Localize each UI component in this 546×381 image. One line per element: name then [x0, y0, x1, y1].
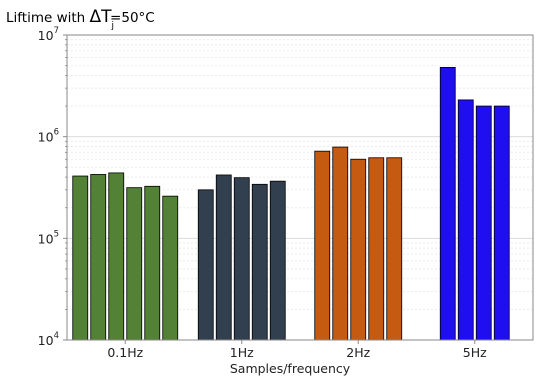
y-tick-base: 10: [38, 130, 54, 145]
plot-frame: [66, 34, 534, 341]
x-tick-label: 0.1Hz: [107, 345, 143, 360]
chart-title-prefix: Liftime with: [6, 10, 90, 26]
y-tick-label: 106: [38, 128, 59, 145]
y-tick-exponent: 4: [54, 331, 59, 341]
y-tick-exponent: 7: [54, 26, 59, 36]
bar-5hz-4: [493, 105, 510, 341]
bar-1hz-2: [215, 174, 232, 341]
bar-2hz-3: [350, 158, 367, 341]
bar-2hz-5: [386, 157, 403, 341]
bar-0-1hz-3: [108, 172, 125, 341]
chart-title-suffix: =50°C: [110, 10, 155, 26]
bar-0-1hz-6: [162, 195, 179, 341]
y-tick-label: 104: [38, 331, 59, 348]
y-tick-exponent: 5: [54, 229, 59, 239]
bar-5hz-2: [457, 99, 474, 341]
bar-0-1hz-2: [90, 174, 107, 341]
chart-title-subscript: j: [111, 21, 115, 31]
bar-1hz-4: [251, 183, 268, 341]
x-tick-label: 2Hz: [346, 345, 370, 360]
chart-title-symbol: ΔT: [90, 7, 113, 27]
bar-0-1hz-1: [72, 175, 89, 341]
bar-1hz-3: [233, 177, 250, 341]
x-tick-layer: 0.1Hz 1Hz 2Hz 5Hz: [107, 340, 487, 360]
bar-5hz-1: [439, 67, 456, 341]
bar-2hz-4: [368, 157, 385, 341]
x-tick-label: 5Hz: [463, 345, 487, 360]
bar-2hz-2: [332, 146, 349, 341]
bar-1hz-5: [269, 180, 286, 341]
bar-2hz-1: [314, 150, 331, 341]
chart-title: Liftime with ΔTj=50°C: [6, 7, 155, 31]
bar-5hz-3: [475, 105, 492, 341]
y-tick-label: 107: [38, 26, 59, 43]
bar-0-1hz-4: [126, 187, 143, 341]
bar-layer: [72, 67, 510, 341]
y-tick-exponent: 6: [54, 128, 59, 138]
bar-1hz-1: [197, 189, 214, 341]
y-tick-base: 10: [38, 333, 54, 348]
y-tick-base: 10: [38, 231, 54, 246]
y-tick-label: 105: [38, 229, 59, 246]
x-tick-label: 1Hz: [230, 345, 254, 360]
y-tick-base: 10: [38, 28, 54, 43]
bar-0-1hz-5: [144, 185, 161, 341]
x-axis-label: Samples/frequency: [230, 361, 351, 376]
